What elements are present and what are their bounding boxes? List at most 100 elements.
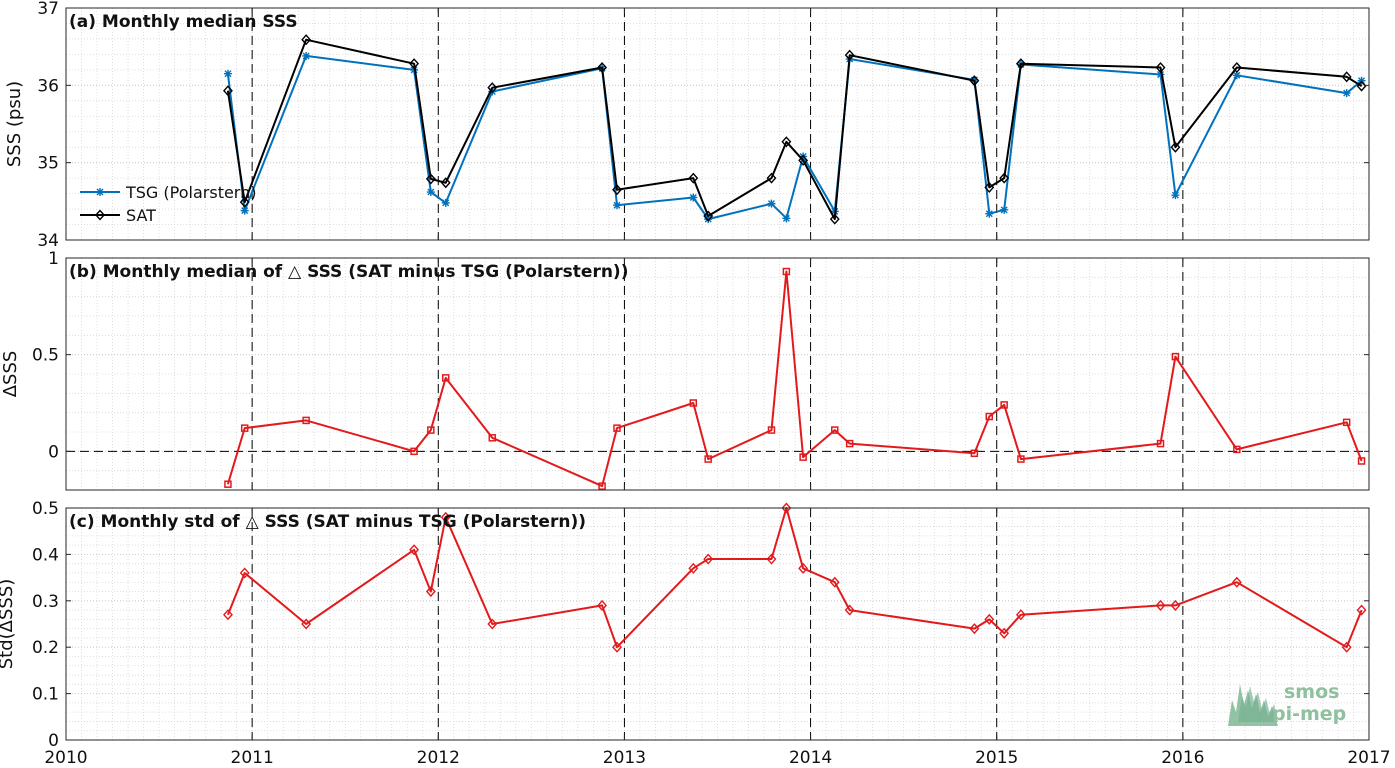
y-tick-label: 0.4 <box>32 545 59 565</box>
axes-box <box>65 257 1370 491</box>
data-point <box>689 399 698 407</box>
data-point <box>1156 439 1165 448</box>
data-point <box>1155 599 1166 611</box>
logo-line2: pi-mep <box>1272 703 1346 725</box>
data-point <box>487 82 498 94</box>
axes-box <box>65 507 1370 741</box>
data-point <box>689 193 698 202</box>
data-point <box>612 184 622 196</box>
data-point <box>829 213 840 225</box>
plot-area <box>66 8 1369 240</box>
data-point <box>781 136 792 148</box>
data-point <box>612 641 622 653</box>
data-point <box>831 426 839 434</box>
x-tick-label: 2017 <box>1347 748 1390 768</box>
data-point <box>1170 599 1181 611</box>
data-point <box>782 214 791 223</box>
y-tick-label: 0.3 <box>32 592 59 612</box>
data-point <box>409 58 420 70</box>
data-point <box>766 172 777 184</box>
y-axis-label: ΔSSS <box>0 351 21 398</box>
data-point <box>239 567 250 579</box>
data-point <box>985 209 994 218</box>
data-point <box>844 49 855 61</box>
y-tick-label: 0 <box>48 442 59 462</box>
data-point <box>1356 80 1367 92</box>
logo-mark-icon <box>1228 684 1278 726</box>
data-point <box>999 627 1010 639</box>
data-point <box>1342 418 1351 427</box>
data-point <box>985 412 994 421</box>
y-tick-label: 0.5 <box>32 346 59 366</box>
data-point <box>427 426 435 434</box>
legend: TSG (Polarstern) SAT <box>80 183 256 225</box>
data-point <box>301 34 312 46</box>
panel-title: (a) Monthly median SSS <box>69 12 298 32</box>
y-tick-label: 0.1 <box>32 685 59 705</box>
data-point <box>1171 191 1180 200</box>
y-tick-label: 37 <box>37 0 59 19</box>
data-point <box>1341 641 1352 653</box>
data-point <box>969 623 980 635</box>
data-point <box>223 85 233 97</box>
axes-box <box>65 7 1370 241</box>
y-tick-label: 35 <box>37 154 59 174</box>
data-point <box>845 439 854 448</box>
y-tick-label: 34 <box>37 231 59 251</box>
data-point <box>441 374 450 382</box>
data-point <box>704 455 712 463</box>
chart-panel-3: 0 0.1 0.2 0.3 0.4 0.5 2010 2011 2012 2013 2014 2015… <box>0 499 1391 768</box>
data-point <box>844 604 855 616</box>
legend-label: TSG (Polarstern) <box>125 183 256 202</box>
data-point <box>1231 61 1242 74</box>
data-point <box>703 553 714 565</box>
x-tick-label: 2016 <box>1161 748 1204 768</box>
data-point <box>799 453 807 461</box>
panel-title: (c) Monthly std of △ SSS (SAT minus TSG … <box>69 512 586 532</box>
x-tick-label: 2011 <box>231 748 274 768</box>
chart-panel-1: 34 35 36 37 (a) Monthly median SSS SSS (psu) T… <box>4 0 1370 251</box>
series-line <box>226 38 1363 221</box>
data-point <box>798 154 809 166</box>
data-point <box>767 199 776 208</box>
x-tick-label: 2012 <box>417 748 460 768</box>
data-point <box>598 482 606 490</box>
data-point <box>1155 61 1166 74</box>
data-point <box>1342 89 1351 98</box>
plot-area <box>66 508 1369 740</box>
data-point <box>441 198 450 207</box>
data-point <box>1171 352 1180 361</box>
data-point <box>704 215 713 224</box>
data-point <box>782 267 791 276</box>
data-point <box>612 201 621 210</box>
data-point <box>1015 609 1026 621</box>
data-point <box>1156 70 1165 79</box>
data-point <box>1000 401 1008 409</box>
data-point <box>984 181 995 193</box>
data-point <box>766 553 777 565</box>
data-point <box>597 61 608 74</box>
x-tick-label: 2013 <box>603 748 646 768</box>
x-tick-label: 2010 <box>44 748 87 768</box>
data-point <box>488 434 497 442</box>
data-point <box>1356 604 1367 616</box>
data-point <box>301 618 312 630</box>
data-point <box>1017 455 1025 463</box>
y-axis-label: SSS (psu) <box>4 81 25 167</box>
data-point <box>1015 58 1026 70</box>
y-tick-label: 0.2 <box>32 638 59 658</box>
data-point <box>224 480 232 488</box>
data-point <box>223 69 232 78</box>
data-point <box>613 424 621 432</box>
data-point <box>425 173 436 185</box>
y-tick-label: 36 <box>37 76 59 96</box>
data-point <box>1341 71 1352 83</box>
chart-panel-2: 0 0.5 1 (b) Monthly median of △ SSS (SAT mi… <box>0 249 1370 491</box>
data-point <box>302 416 310 425</box>
legend-marker <box>96 188 104 196</box>
data-point <box>688 562 699 574</box>
data-point <box>1000 205 1009 214</box>
data-point <box>410 447 418 456</box>
data-point <box>1231 576 1242 588</box>
